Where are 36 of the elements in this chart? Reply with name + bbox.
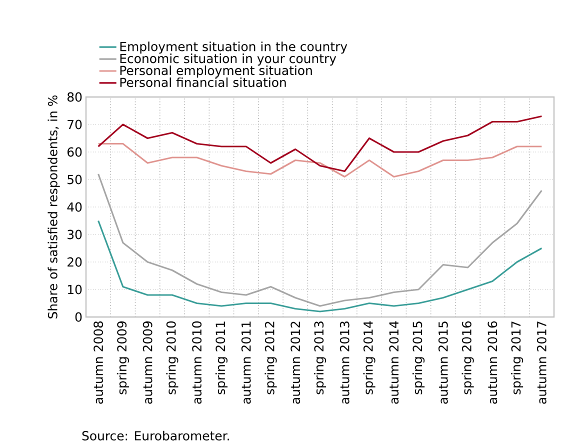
y-tick-label: 40 bbox=[67, 202, 82, 212]
x-tick-label: spring 2012 bbox=[264, 322, 277, 394]
x-tick-label: autumn 2017 bbox=[536, 322, 546, 404]
x-tick-label: autumn 2008 bbox=[94, 321, 104, 404]
legend-label: Personal employment situation bbox=[120, 66, 312, 78]
x-tick-label: spring 2010 bbox=[166, 321, 178, 394]
x-tick-label: autumn 2012 bbox=[290, 322, 300, 404]
y-tick-label: 0 bbox=[75, 312, 82, 322]
line-series bbox=[98, 142, 542, 178]
y-tick-label: 60 bbox=[68, 147, 82, 157]
legend-label: Economic situation in your country bbox=[120, 54, 336, 66]
x-tick-label: autumn 2009 bbox=[142, 321, 152, 404]
y-axis-title: Share of satisfied respondents, in % bbox=[48, 95, 60, 318]
x-tick-label: spring 2017 bbox=[511, 322, 524, 394]
y-tick-label: 10 bbox=[68, 284, 82, 294]
x-tick-label: spring 2013 bbox=[314, 322, 326, 394]
y-tick-label: 30 bbox=[68, 230, 82, 240]
x-tick-label: autumn 2010 bbox=[192, 321, 202, 404]
x-tick-label: autumn 2015 bbox=[438, 322, 448, 404]
legend-label: Personal financial situation bbox=[120, 77, 286, 88]
x-tick-label: autumn 2016 bbox=[488, 321, 498, 404]
y-tick-label: 80 bbox=[67, 92, 82, 102]
y-tick-label: 20 bbox=[68, 257, 82, 267]
line-series bbox=[98, 115, 542, 172]
legend-label: Employment situation in the country bbox=[120, 42, 348, 54]
x-tick-label: spring 2011 bbox=[215, 322, 228, 394]
x-tick-label: autumn 2014 bbox=[389, 321, 399, 404]
y-tick-label: 70 bbox=[68, 120, 82, 130]
source-note: Source: Eurobarometer. bbox=[82, 430, 229, 440]
x-tick-label: autumn 2011 bbox=[241, 322, 251, 404]
x-tick-label: spring 2016 bbox=[462, 321, 474, 394]
x-tick-label: spring 2009 bbox=[116, 321, 129, 394]
x-tick-label: autumn 2013 bbox=[340, 322, 350, 404]
x-tick-label: spring 2014 bbox=[363, 321, 376, 394]
y-tick-label: 50 bbox=[68, 174, 82, 184]
x-tick-label: spring 2015 bbox=[412, 322, 425, 394]
